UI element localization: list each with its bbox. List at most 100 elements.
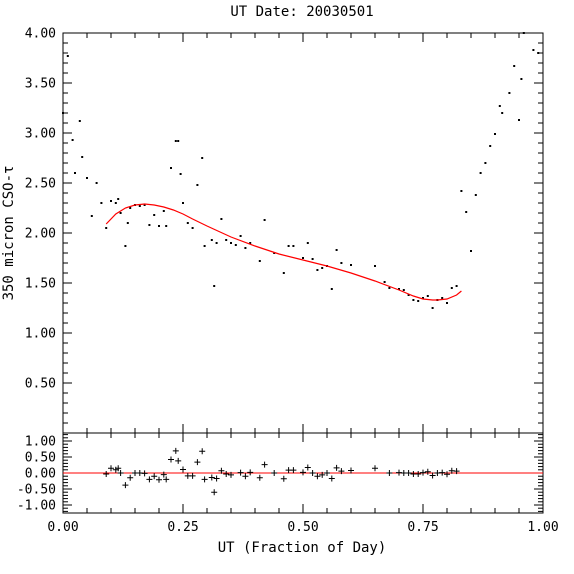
data-point [306,242,309,244]
residual-point [314,473,321,480]
data-point [417,300,420,302]
x-tick-label: 0.75 [407,520,438,535]
data-point [402,289,405,291]
data-point [330,288,333,290]
residual-point [141,470,148,477]
data-point [532,49,535,51]
residual-point [319,471,326,478]
data-point [249,242,252,244]
residual-point [415,470,422,477]
residual-point [300,469,306,476]
data-point [388,287,391,289]
data-point [213,285,216,287]
x-tick-label: 0.25 [167,520,198,535]
data-point [292,245,295,247]
residual-point [180,466,186,473]
residual-point [290,467,297,474]
residual-point [405,470,412,476]
data-point [230,242,232,244]
data-point [316,269,319,271]
data-point [498,105,501,107]
data-point [105,227,108,229]
residual-point [420,469,426,476]
residual-point [194,459,201,466]
data-point [450,287,453,289]
x-tick-label: 0.50 [287,520,318,535]
data-point [78,120,81,122]
residual-point [168,456,174,463]
x-tick-label: 1.00 [527,520,558,535]
residual-point [242,473,249,480]
residual-point [237,469,244,476]
data-point [263,219,266,221]
residual-point [163,476,170,483]
residual-point [444,471,450,478]
data-point [100,202,103,204]
residual-point [156,476,162,483]
residual-point [175,457,182,464]
main-y-tick-label: 3.50 [25,77,56,92]
data-point [114,202,117,204]
data-point [86,177,88,179]
data-point [215,242,218,244]
data-point [201,157,204,159]
residual-point [280,475,287,482]
residual-ticks [62,433,544,513]
residual-point [189,472,196,479]
data-point [518,119,520,121]
data-point [165,225,168,227]
residual-point [372,465,378,472]
data-point [374,265,376,267]
residual-point [146,476,153,483]
data-point [196,184,199,186]
main-y-tick-label: 4.00 [25,27,56,42]
data-point [479,172,482,174]
residual-point [160,471,167,478]
data-point [520,78,523,80]
data-point [426,295,429,297]
data-point [407,294,410,296]
data-point [484,162,487,164]
data-point [179,173,182,175]
residual-point [115,465,122,472]
residual-point [208,474,215,481]
residual-point [199,448,206,455]
residual-point [333,464,340,471]
data-point [513,65,516,67]
residual-point [108,465,114,472]
data-point [537,52,540,54]
residual-point [424,468,431,475]
data-point [203,245,206,247]
data-point [234,244,237,246]
data-point [90,215,93,217]
main-panel: 0.50 1.00 1.50 2.00 2.50 3.00 3.50 4.00 [25,27,544,434]
data-point [174,140,177,142]
data-point [126,222,129,224]
data-point [186,222,189,224]
data-point [335,249,338,251]
data-point [321,267,324,269]
main-plot-frame [62,32,544,434]
data-point [302,257,304,259]
residual-point [324,470,330,476]
data-point [501,112,504,114]
data-point [239,235,242,237]
data-point [148,224,151,226]
main-y-tick-labels: 0.50 1.00 1.50 2.00 2.50 3.00 3.50 4.00 [25,27,56,392]
data-point [431,307,434,309]
data-point [350,264,352,266]
data-point [465,211,468,213]
data-point [412,299,415,301]
data-point [446,302,448,304]
data-point [460,190,463,192]
data-point [311,258,314,260]
data-point [340,262,343,264]
x-axis-label: UT (Fraction of Day) [218,540,387,556]
residual-data-points [103,447,460,496]
main-y-tick-label: 0.50 [25,377,56,392]
data-point [220,218,223,220]
data-point [494,133,496,135]
data-point [95,182,98,184]
main-y-tick-label: 2.50 [25,177,56,192]
data-point [71,139,74,141]
